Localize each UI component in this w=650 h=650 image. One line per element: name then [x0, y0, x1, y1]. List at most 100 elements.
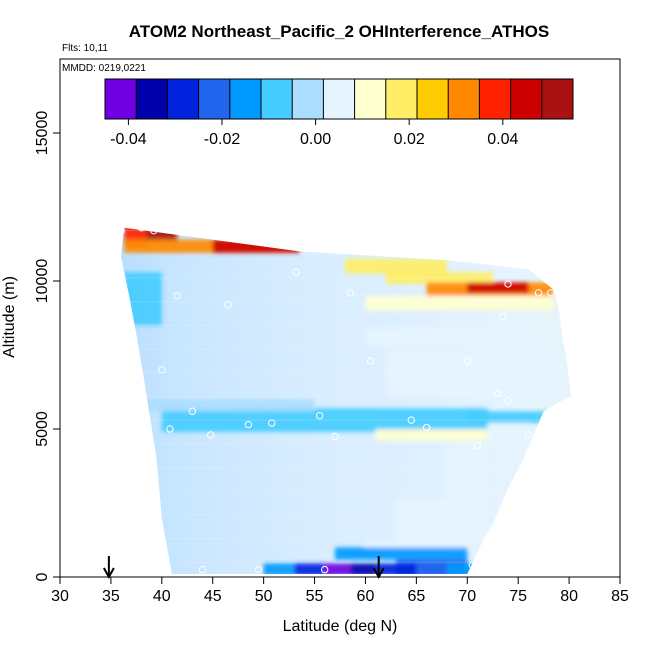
x-tick-label: 30	[51, 588, 69, 605]
x-axis-label: Latitude (deg N)	[283, 618, 398, 635]
chart-title: ATOM2 Northeast_Pacific_2 OHInterference…	[129, 22, 549, 41]
sample-point	[473, 441, 482, 449]
anomaly-cell	[487, 423, 529, 444]
sample-point	[224, 300, 232, 309]
anomaly-cell	[365, 541, 493, 548]
colorbar-swatch	[323, 79, 356, 119]
colorbar-swatch	[136, 79, 168, 119]
x-tick-label: 70	[458, 588, 476, 605]
x-tick-label: 50	[255, 588, 273, 605]
colorbar-swatch	[261, 79, 293, 119]
y-axis: 0 5000 10000 15000	[34, 111, 60, 581]
sample-point	[149, 226, 158, 235]
colorbar-swatch	[292, 79, 324, 119]
colorbar-swatch	[479, 79, 512, 119]
sample-point	[321, 565, 329, 574]
anomaly-cell	[446, 563, 478, 574]
colorbar-tick-label: 0.04	[487, 131, 518, 148]
anomaly-cell	[385, 352, 564, 397]
sample-point	[315, 411, 324, 420]
sample-point	[166, 425, 174, 433]
anomaly-cell	[416, 563, 447, 574]
sample-point	[504, 280, 512, 288]
y-axis-label: Altitude (m)	[1, 276, 18, 358]
anomaly-cell	[212, 239, 300, 253]
sample-point	[346, 289, 354, 297]
colorbar-tick-label: 0.00	[300, 131, 331, 148]
colorbar-swatch	[385, 79, 418, 119]
sample-point	[504, 397, 512, 405]
anomaly-cell	[385, 272, 493, 284]
colorbar-tick-label: 0.02	[394, 131, 425, 148]
anomaly-cell	[375, 563, 417, 574]
sample-point	[292, 268, 300, 276]
sample-point	[112, 253, 120, 262]
y-tick-label: 15000	[34, 111, 51, 156]
anomaly-cell	[396, 500, 468, 542]
sample-point	[117, 226, 125, 235]
x-tick-label: 45	[204, 588, 222, 605]
sample-point	[463, 357, 471, 365]
sample-point	[494, 389, 502, 398]
x-tick-label: 60	[357, 588, 375, 605]
arrow-head	[372, 567, 385, 580]
dates-label: MMDD: 0219,0221	[62, 63, 146, 74]
y-tick-label: 10000	[34, 259, 51, 304]
x-tick-label: 80	[560, 588, 578, 605]
anomaly-cell	[124, 272, 162, 326]
sample-point	[244, 420, 253, 429]
x-axis: 30 35 40 45 50 55 60 65 70 75 80 85	[51, 577, 629, 605]
colorbar: -0.04 -0.02 0.00 0.02 0.04	[104, 78, 574, 148]
anomaly-cell	[141, 399, 315, 412]
sample-points	[112, 224, 555, 575]
sample-point	[468, 561, 477, 569]
sample-point	[524, 431, 533, 439]
sample-point	[188, 407, 197, 415]
sample-point	[366, 357, 375, 365]
colorbar-swatch	[354, 79, 387, 119]
colorbar-swatch	[541, 79, 574, 119]
anomaly-cell	[345, 258, 447, 274]
anomaly-cell	[375, 429, 488, 441]
anomaly-cell	[294, 563, 325, 574]
colorbar-swatch	[448, 79, 480, 119]
anomaly-cell	[365, 328, 554, 347]
sample-point	[499, 312, 507, 321]
sample-point	[206, 431, 215, 439]
sample-point	[163, 567, 171, 575]
plot-frame	[59, 58, 621, 578]
anomaly-cell	[161, 408, 488, 432]
x-tick-label: 85	[611, 588, 629, 605]
x-tick-label: 35	[102, 588, 120, 605]
anomaly-layer	[124, 227, 564, 574]
y-tick-label: 0	[34, 572, 51, 581]
anomaly-cell	[334, 547, 468, 560]
y-tick-label: 5000	[34, 411, 51, 447]
colorbar-swatch	[417, 79, 449, 119]
sample-point	[407, 416, 415, 424]
colorbar-swatch	[167, 79, 200, 119]
colorbar-swatch	[229, 79, 262, 119]
anomaly-cell	[365, 295, 554, 311]
anomaly-cell	[324, 563, 351, 574]
flight-arrows	[102, 556, 385, 580]
sample-point	[534, 289, 543, 297]
flights-label: Flts: 10,11	[62, 43, 108, 54]
sample-point	[137, 224, 146, 232]
sample-point	[173, 292, 181, 300]
anomaly-cell	[263, 563, 295, 574]
sample-point	[422, 423, 431, 432]
arrow-head	[102, 567, 115, 580]
colorbar-swatch	[105, 79, 137, 119]
sample-point	[331, 432, 339, 441]
sample-point	[158, 366, 166, 374]
sample-point	[268, 419, 276, 427]
anomaly-cell	[467, 282, 529, 293]
colorbar-tick-label: -0.02	[204, 131, 241, 148]
anomaly-cell	[467, 411, 554, 424]
colorbar-tick-label: -0.04	[110, 131, 147, 148]
sample-point	[254, 565, 263, 574]
colorbar-swatch	[198, 79, 231, 119]
sample-point	[547, 289, 555, 297]
